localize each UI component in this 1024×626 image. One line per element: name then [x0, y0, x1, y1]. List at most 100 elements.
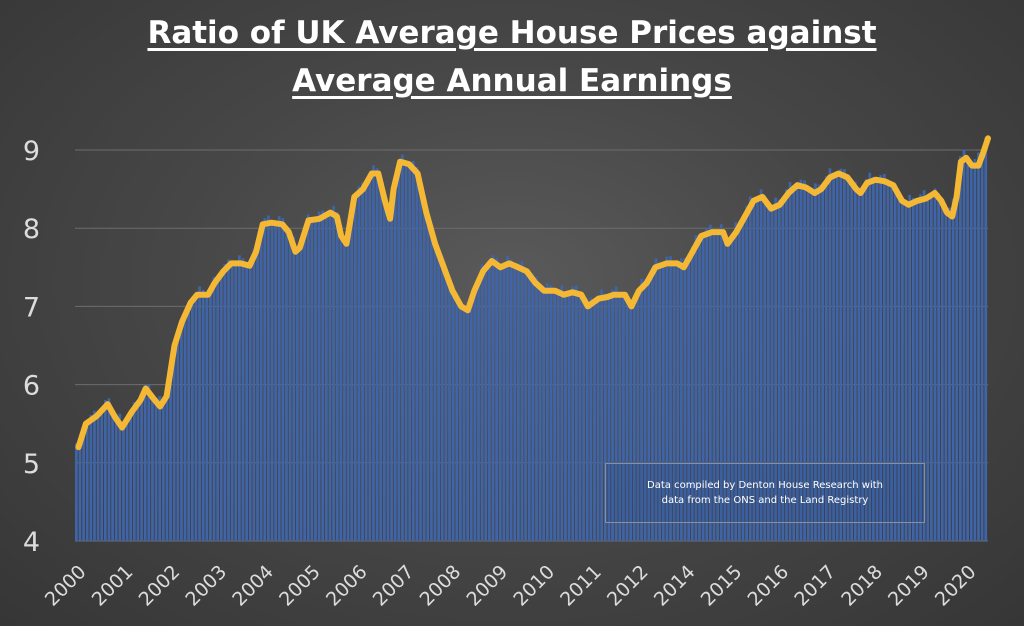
bar [404, 162, 408, 541]
x-axis-ticks: 2000200120022003200420052006200720082009… [41, 561, 981, 611]
x-tick-label: 2002 [135, 561, 185, 611]
bar [585, 298, 589, 541]
bar [96, 415, 100, 541]
bar [545, 282, 549, 541]
bar [955, 180, 959, 541]
bar [324, 215, 328, 541]
bar [78, 438, 82, 541]
bar [817, 184, 821, 541]
bar [748, 196, 752, 541]
bar [111, 411, 114, 541]
bar [712, 231, 716, 541]
bar [234, 262, 238, 541]
x-tick-label: 2005 [275, 561, 325, 611]
bar [375, 168, 379, 541]
bar [933, 188, 937, 541]
bars [75, 137, 988, 542]
bar [716, 231, 719, 542]
bar [379, 183, 383, 541]
bar [676, 262, 680, 541]
bar [277, 216, 281, 541]
bar [843, 169, 846, 541]
trend-line [75, 135, 991, 451]
bar [332, 205, 335, 541]
bar [274, 222, 277, 541]
bar [408, 163, 412, 541]
bar [672, 263, 676, 541]
bar [926, 194, 930, 541]
bar [495, 257, 498, 541]
bar [651, 266, 654, 541]
bar [154, 397, 158, 541]
bar [263, 218, 267, 541]
y-tick-label: 4 [23, 527, 40, 558]
bar [397, 161, 401, 542]
bar [346, 227, 350, 541]
bar [911, 197, 915, 542]
bar [680, 258, 683, 541]
bar [209, 287, 212, 541]
bar [256, 245, 259, 541]
bar [806, 189, 810, 541]
bar [959, 156, 962, 541]
bar [835, 173, 839, 542]
bar [473, 289, 477, 541]
bar [426, 209, 430, 541]
bar [335, 211, 339, 541]
bar [734, 222, 738, 541]
bar [828, 168, 832, 541]
bar [114, 413, 118, 541]
bar [361, 182, 364, 541]
bar [241, 258, 245, 541]
bar [962, 149, 966, 541]
bar [770, 205, 774, 541]
bar [419, 187, 422, 541]
x-tick-label: 2011 [556, 561, 606, 611]
bar [466, 301, 470, 541]
x-tick-label: 2012 [603, 561, 653, 611]
bar [730, 232, 734, 542]
bar [118, 413, 122, 541]
bar [415, 166, 419, 541]
bar [285, 229, 288, 541]
bar [524, 268, 527, 541]
bar [248, 262, 252, 541]
bar [353, 196, 357, 541]
bar [636, 288, 640, 541]
bar [701, 235, 705, 541]
bar [745, 205, 748, 542]
bar [136, 403, 140, 541]
bar [556, 288, 560, 541]
bar [723, 234, 727, 541]
bar [267, 215, 270, 541]
bar [908, 194, 912, 541]
bar [643, 279, 647, 541]
bar [382, 193, 386, 542]
bar [640, 278, 643, 541]
bar [350, 212, 354, 541]
bar [658, 263, 662, 541]
bar [607, 296, 611, 541]
bar [317, 211, 321, 541]
bar [430, 227, 433, 541]
bar [187, 302, 191, 541]
bar [513, 266, 517, 541]
bar [183, 310, 187, 541]
bar [922, 190, 926, 542]
bar [93, 410, 96, 541]
x-tick-label: 2010 [509, 561, 559, 611]
bar [944, 211, 948, 541]
y-tick-label: 8 [23, 214, 40, 245]
bar [727, 241, 730, 542]
bar [785, 189, 788, 541]
bar [574, 285, 578, 541]
bar [230, 262, 234, 541]
bar [824, 176, 828, 541]
bar [488, 263, 491, 541]
bar [951, 198, 955, 541]
bar [788, 182, 792, 541]
bar [810, 190, 814, 542]
bar [328, 210, 332, 541]
bar [614, 286, 618, 541]
